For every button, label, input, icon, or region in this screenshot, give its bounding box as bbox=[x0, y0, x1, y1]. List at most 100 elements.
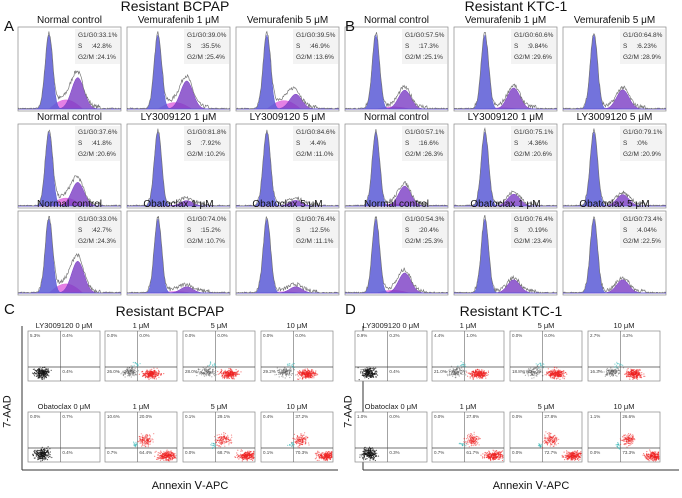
event-dot bbox=[137, 364, 139, 366]
event-dot bbox=[465, 445, 467, 447]
event-dot bbox=[542, 375, 544, 377]
event-dot bbox=[539, 370, 541, 372]
event-dot bbox=[132, 361, 134, 364]
event-dot bbox=[538, 370, 540, 372]
event-dot bbox=[303, 370, 305, 372]
event-dot bbox=[306, 374, 308, 376]
event-dot bbox=[215, 374, 217, 376]
event-dot bbox=[223, 441, 225, 443]
event-dot bbox=[374, 450, 376, 452]
event-dot bbox=[561, 370, 563, 373]
event-dot bbox=[150, 377, 152, 379]
event-dot bbox=[287, 365, 289, 367]
event-dot bbox=[629, 373, 631, 376]
event-dot bbox=[496, 456, 498, 458]
event-dot bbox=[477, 374, 479, 376]
event-dot bbox=[468, 446, 470, 448]
event-dot bbox=[465, 374, 467, 376]
event-dot bbox=[310, 375, 312, 377]
event-dot bbox=[307, 369, 310, 372]
event-dot bbox=[147, 370, 149, 372]
event-dot bbox=[358, 379, 360, 381]
event-dot bbox=[462, 443, 464, 445]
event-dot bbox=[42, 374, 44, 376]
event-dot bbox=[146, 437, 148, 439]
event-dot bbox=[218, 441, 220, 443]
event-dot bbox=[43, 449, 46, 451]
event-dot bbox=[291, 364, 293, 366]
event-dot bbox=[297, 439, 299, 441]
event-dot bbox=[486, 456, 488, 458]
event-dot bbox=[316, 459, 318, 461]
event-dot bbox=[462, 373, 464, 375]
event-dot bbox=[225, 442, 227, 444]
event-dot bbox=[603, 371, 605, 373]
event-dot bbox=[622, 367, 625, 369]
event-dot bbox=[530, 374, 533, 376]
event-dot bbox=[373, 449, 375, 451]
event-dot bbox=[171, 459, 173, 461]
event-dot bbox=[209, 363, 211, 365]
event-dot bbox=[141, 435, 143, 438]
event-dot bbox=[361, 455, 363, 457]
event-dot bbox=[146, 435, 148, 437]
event-dot bbox=[363, 375, 365, 377]
histogram-trace bbox=[126, 216, 231, 294]
event-dot bbox=[360, 369, 362, 371]
histogram-trace bbox=[236, 30, 340, 110]
event-dot bbox=[485, 377, 487, 379]
event-dot bbox=[551, 375, 553, 377]
event-dot bbox=[274, 374, 276, 376]
event-dot bbox=[290, 364, 292, 366]
event-dot bbox=[38, 368, 41, 370]
histogram-trace bbox=[453, 127, 558, 207]
event-dot bbox=[223, 433, 225, 435]
event-dot bbox=[45, 374, 48, 376]
event-dot bbox=[36, 374, 38, 377]
event-dot bbox=[472, 444, 474, 447]
event-dot bbox=[46, 368, 48, 370]
event-dot bbox=[487, 370, 489, 372]
event-dot bbox=[202, 367, 204, 369]
event-dot bbox=[253, 453, 255, 456]
event-dot bbox=[310, 370, 313, 372]
event-dot bbox=[212, 364, 214, 366]
event-dot bbox=[163, 456, 165, 458]
event-dot bbox=[637, 373, 639, 375]
event-dot bbox=[229, 442, 231, 444]
event-dot bbox=[533, 371, 536, 374]
event-dot bbox=[331, 451, 333, 453]
event-dot bbox=[631, 369, 633, 371]
event-dot bbox=[457, 365, 459, 367]
event-dot bbox=[231, 378, 233, 380]
event-dot bbox=[207, 373, 209, 375]
event-dot bbox=[283, 371, 285, 373]
event-dot bbox=[614, 363, 616, 365]
event-dot bbox=[39, 366, 41, 368]
event-dot bbox=[376, 371, 378, 373]
event-dot bbox=[541, 370, 543, 372]
event-dot bbox=[241, 456, 243, 458]
event-dot bbox=[134, 444, 136, 446]
event-dot bbox=[47, 446, 49, 448]
event-dot bbox=[217, 439, 219, 441]
event-dot bbox=[47, 454, 49, 456]
event-dot bbox=[314, 371, 317, 373]
event-dot bbox=[252, 457, 255, 459]
event-dot bbox=[298, 443, 301, 445]
event-dot bbox=[470, 445, 472, 447]
event-dot bbox=[363, 451, 365, 453]
event-dot bbox=[306, 371, 308, 373]
event-dot bbox=[535, 363, 537, 365]
event-dot bbox=[221, 441, 223, 443]
event-dot bbox=[619, 370, 621, 372]
event-dot bbox=[308, 373, 310, 375]
event-dot bbox=[641, 374, 643, 376]
event-dot bbox=[169, 454, 171, 457]
event-dot bbox=[228, 375, 230, 377]
event-dot bbox=[241, 460, 243, 462]
event-dot bbox=[168, 451, 170, 453]
event-dot bbox=[465, 370, 467, 372]
event-dot bbox=[124, 371, 126, 373]
